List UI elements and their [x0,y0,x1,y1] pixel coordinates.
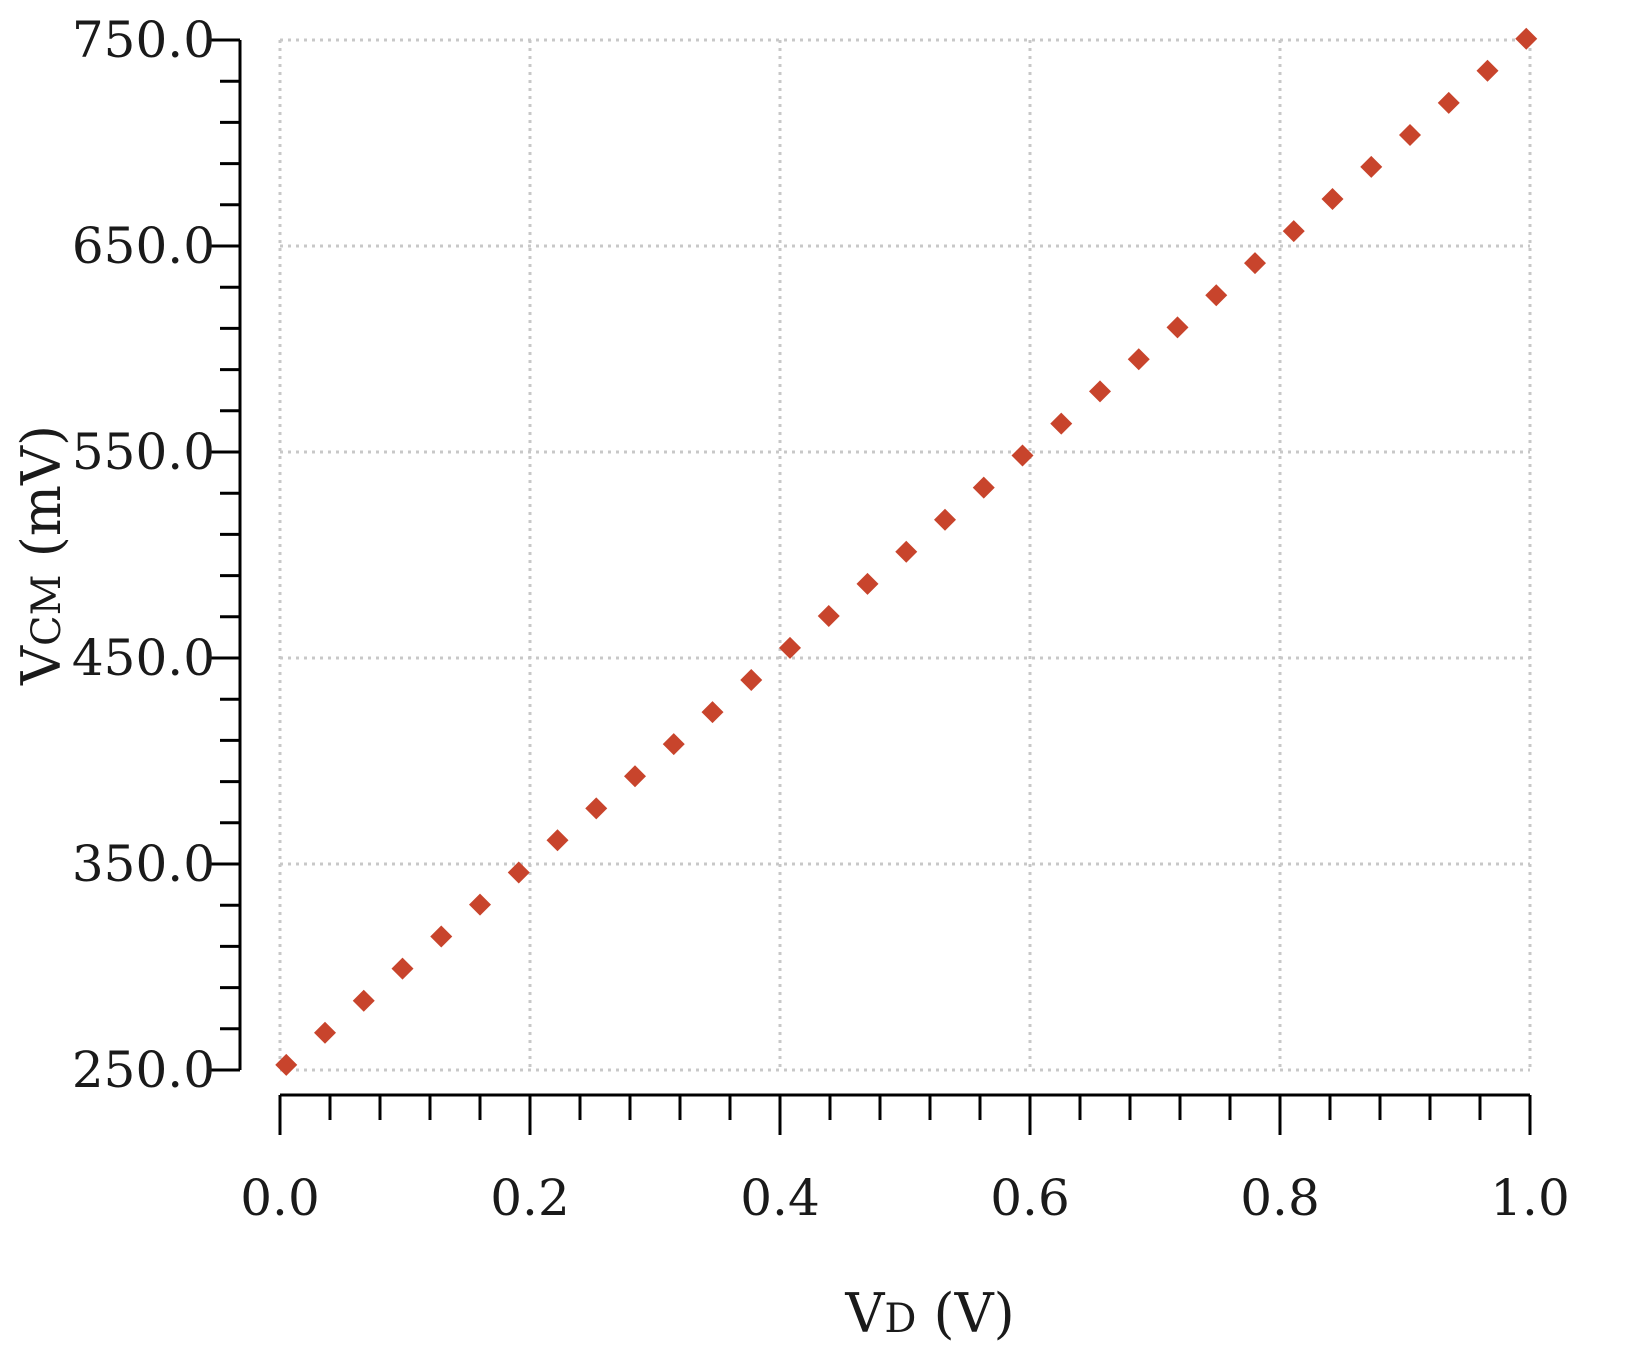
data-point [546,829,569,852]
x-tick-label-3: 0.6 [990,1169,1070,1227]
data-point [585,797,608,820]
y-axis-ticks: 250.0 350.0 450.0 550.0 650.0 750.0 [72,11,240,1099]
data-point [391,957,414,980]
data-points [275,27,1538,1076]
data-point [1050,412,1073,435]
data-point [314,1021,336,1044]
x-tick-label-5: 1.0 [1490,1169,1570,1227]
data-point [701,701,724,724]
data-point [1127,348,1150,371]
x-axis-title-main: V [844,1282,885,1345]
data-point [856,572,879,595]
data-point [275,1053,298,1076]
axes [238,40,1530,1097]
data-point [1515,27,1538,50]
y-tick-label-2: 450.0 [72,629,215,687]
x-axis-title: VD (V) [844,1282,1014,1345]
y-tick-label-1: 350.0 [72,835,215,893]
x-axis-title-subscript: D [884,1296,916,1342]
data-point [779,636,801,659]
data-point [1244,252,1266,275]
data-point [1399,123,1421,146]
data-point [1360,155,1383,178]
data-point [469,893,491,916]
x-tick-label-4: 0.8 [1240,1169,1320,1227]
data-point [624,765,646,788]
y-tick-label-3: 550.0 [72,423,215,481]
data-point [430,925,453,948]
grid [278,38,1532,1072]
data-point [740,669,763,692]
x-tick-label-0: 0.0 [240,1169,320,1227]
y-axis-title-subscript: CM [24,574,70,646]
data-point [1321,188,1344,211]
data-point [1476,59,1499,82]
data-point [1166,316,1189,339]
data-point [934,508,956,531]
data-point [1089,380,1111,403]
data-point [1282,220,1305,243]
y-tick-label-5: 750.0 [72,11,215,69]
y-axis-title-main: V [10,645,73,686]
data-point [972,476,995,499]
data-point [507,861,530,884]
data-point [895,540,918,563]
y-axis-title-unit: (mV) [10,425,73,575]
y-tick-label-0: 250.0 [72,1041,215,1099]
x-tick-label-1: 0.2 [490,1169,570,1227]
data-point [817,604,840,627]
x-axis-ticks: 0.0 0.2 0.4 0.6 0.8 1.0 [240,1095,1570,1227]
y-tick-label-4: 650.0 [72,217,215,275]
data-point [1205,284,1228,307]
data-point [1011,444,1034,467]
y-axis-title: VCM (mV) [10,425,73,686]
x-tick-label-2: 0.4 [740,1169,820,1227]
data-point [662,733,685,756]
data-point [1437,91,1460,114]
x-axis-title-unit: (V) [916,1282,1014,1345]
data-point [352,989,375,1012]
